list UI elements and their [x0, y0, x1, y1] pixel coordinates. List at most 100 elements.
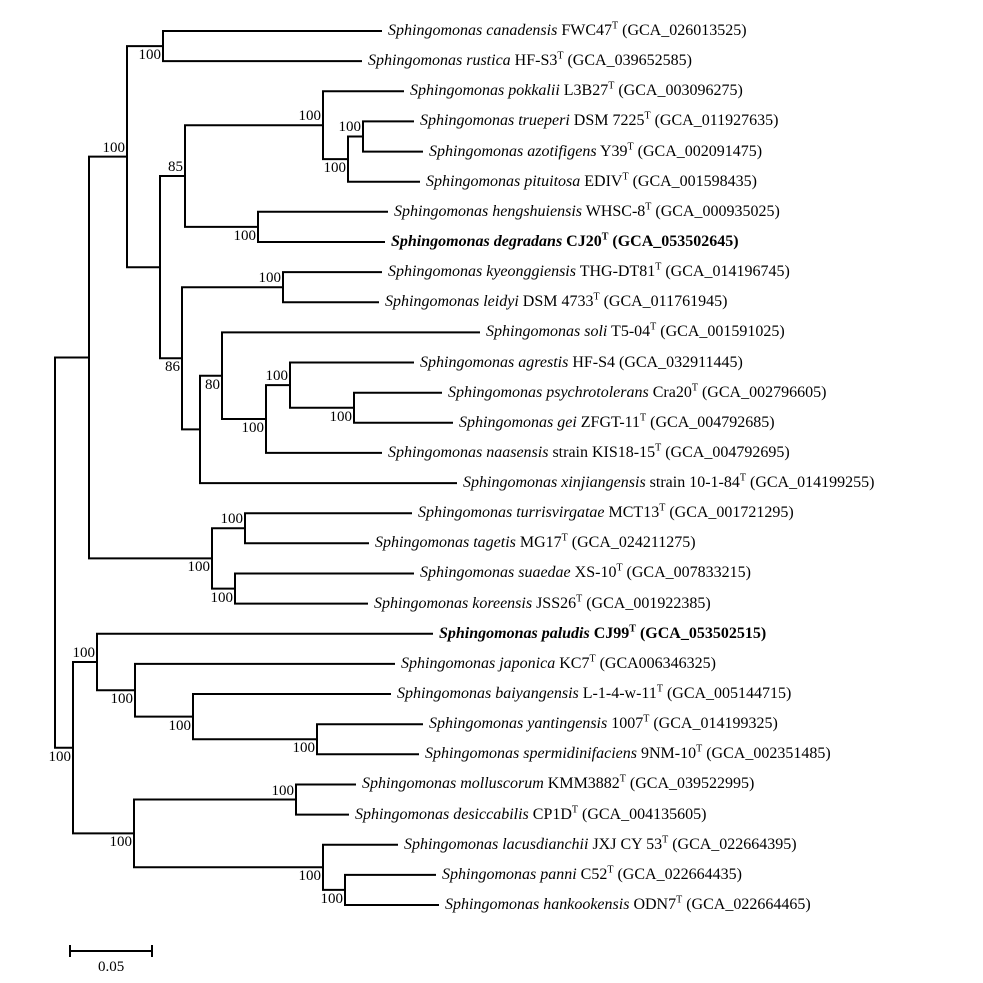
- type-strain-superscript: T: [622, 171, 629, 183]
- type-strain-superscript: T: [593, 291, 600, 303]
- scale-bar-label: 0.05: [98, 959, 125, 975]
- bootstrap-value: 100: [338, 119, 362, 136]
- accession-number: (GCA_022664395): [668, 835, 797, 853]
- species-name: Sphingomonas hengshuiensis: [394, 202, 582, 220]
- bootstrap-value: 80: [205, 376, 220, 393]
- taxon-label: Sphingomonas desiccabilis CP1DT (GCA_004…: [355, 804, 707, 823]
- accession-number: (GCA_011927635): [650, 112, 779, 130]
- species-name: Sphingomonas molluscorum: [362, 775, 544, 793]
- taxon-label: Sphingomonas kyeonggiensis THG-DT81T (GC…: [388, 261, 790, 281]
- species-name: Sphingomonas paludis: [439, 624, 590, 642]
- taxon-label: Sphingomonas koreensis JSS26T (GCA_00192…: [374, 593, 711, 612]
- species-name: Sphingomonas xinjiangensis: [463, 474, 646, 492]
- taxon-label: Sphingomonas agrestis HF-S4 (GCA_0329114…: [420, 353, 743, 371]
- type-strain-superscript: T: [650, 322, 657, 334]
- bootstrap-value: 100: [292, 740, 316, 757]
- type-strain-superscript: T: [739, 472, 746, 484]
- type-strain-superscript: T: [643, 713, 650, 725]
- species-name: Sphingomonas azotifigens: [429, 142, 597, 160]
- bootstrap-value: 100: [241, 420, 265, 437]
- accession-number: (GCA_014199255): [745, 474, 875, 492]
- type-strain-superscript: T: [640, 412, 647, 424]
- type-strain-superscript: T: [655, 261, 662, 273]
- type-strain-superscript: T: [571, 804, 578, 816]
- taxon-label: Sphingomonas pituitosa EDIVT (GCA_001598…: [426, 171, 757, 190]
- species-name: Sphingomonas leidyi: [385, 293, 519, 311]
- accession-number: (GCA_001598435): [628, 172, 757, 190]
- bootstrap-value: 100: [168, 717, 192, 734]
- bootstrap-value: 100: [320, 890, 344, 907]
- taxon-label: Sphingomonas leidyi DSM 4733T (GCA_01176…: [385, 291, 728, 311]
- species-name: Sphingomonas soli: [486, 323, 608, 341]
- species-name: Sphingomonas lacusdianchii: [404, 835, 589, 853]
- accession-number: (GCA_053502645): [608, 232, 739, 250]
- type-strain-superscript: T: [629, 623, 636, 635]
- type-strain-superscript: T: [616, 563, 623, 575]
- accession-number: (GCA_004792685): [646, 413, 775, 431]
- species-name: Sphingomonas turrisvirgatae: [418, 504, 605, 522]
- taxon-label: Sphingomonas hankookensis ODN7T (GCA_022…: [445, 894, 811, 913]
- taxon-label: Sphingomonas paludis CJ99T (GCA_05350251…: [439, 623, 767, 642]
- bootstrap-value: 100: [109, 834, 133, 851]
- taxon-label: Sphingomonas xinjiangensis strain 10-1-8…: [463, 472, 875, 492]
- type-strain-superscript: T: [645, 201, 652, 213]
- taxon-label: Sphingomonas hengshuiensis WHSC-8T (GCA_…: [394, 201, 780, 220]
- taxon-label: Sphingomonas rustica HF-S3T (GCA_0396525…: [368, 50, 692, 70]
- bootstrap-value: 85: [168, 159, 183, 176]
- accession-number: (GCA_022664465): [682, 896, 811, 913]
- bootstrap-value: 100: [102, 139, 126, 156]
- accession-number: (GCA_039652585): [563, 52, 692, 70]
- taxon-label: Sphingomonas molluscorum KMM3882T (GCA_0…: [362, 774, 755, 793]
- type-strain-superscript: T: [557, 50, 564, 62]
- accession-number: (GCA_022664435): [613, 865, 742, 883]
- taxon-label: Sphingomonas yantingensis 1007T (GCA_014…: [429, 713, 778, 733]
- taxon-label: Sphingomonas suaedae XS-10T (GCA_0078332…: [420, 563, 751, 582]
- bootstrap-value: 100: [258, 270, 282, 287]
- bootstrap-value: 100: [271, 782, 295, 799]
- type-strain-superscript: T: [607, 864, 614, 876]
- type-strain-superscript: T: [619, 774, 626, 786]
- type-strain-superscript: T: [662, 834, 669, 846]
- taxon-label: Sphingomonas gei ZFGT-11T (GCA_004792685…: [459, 412, 775, 431]
- type-strain-superscript: T: [656, 683, 663, 695]
- accession-number: (GCA_001721295): [665, 504, 794, 522]
- taxon-label: Sphingomonas baiyangensis L-1-4-w-11T (G…: [397, 683, 792, 703]
- taxon-label: Sphingomonas pokkalii L3B27T (GCA_003096…: [410, 80, 743, 100]
- species-name: Sphingomonas yantingensis: [429, 715, 608, 733]
- species-name: Sphingomonas spermidinifaciens: [425, 745, 637, 763]
- species-name: Sphingomonas hankookensis: [445, 896, 630, 913]
- species-name: Sphingomonas agrestis: [420, 353, 569, 371]
- species-name: Sphingomonas koreensis: [374, 594, 533, 612]
- accession-number: (GCA_002796605): [697, 383, 827, 401]
- accession-number: (GCA006346325): [595, 654, 716, 672]
- type-strain-superscript: T: [659, 502, 666, 514]
- species-name: Sphingomonas suaedae: [420, 564, 571, 582]
- bootstrap-value: 100: [138, 47, 162, 64]
- type-strain-superscript: T: [655, 442, 662, 454]
- taxon-label: Sphingomonas turrisvirgatae MCT13T (GCA_…: [418, 502, 794, 522]
- species-name: Sphingomonas gei: [459, 413, 577, 431]
- bootstrap-value: 100: [298, 868, 322, 885]
- species-name: Sphingomonas naasensis: [388, 443, 549, 461]
- accession-number: (GCA_011761945): [599, 293, 728, 311]
- taxon-label: Sphingomonas naasensis strain KIS18-15T …: [388, 442, 790, 461]
- species-name: Sphingomonas desiccabilis: [355, 805, 529, 823]
- taxon-label: Sphingomonas japonica KC7T (GCA006346325…: [401, 653, 716, 672]
- species-name: Sphingomonas pituitosa: [426, 172, 581, 190]
- taxon-label: Sphingomonas canadensis FWC47T (GCA_0260…: [388, 20, 747, 39]
- accession-number: (GCA_002351485): [702, 745, 831, 763]
- accession-number: (GCA_053502515): [635, 624, 767, 642]
- taxon-label: Sphingomonas trueperi DSM 7225T (GCA_011…: [420, 111, 779, 130]
- type-strain-superscript: T: [676, 894, 683, 906]
- species-name: Sphingomonas psychrotolerans: [448, 383, 649, 401]
- accession-number: (GCA_024211275): [567, 534, 696, 552]
- species-name: Sphingomonas degradans: [391, 232, 563, 250]
- taxon-label: Sphingomonas lacusdianchii JXJ CY 53T (G…: [404, 834, 797, 853]
- bootstrap-value: 100: [323, 160, 347, 177]
- taxon-label: Sphingomonas tagetis MG17T (GCA_02421127…: [375, 533, 696, 552]
- accession-number: (GCA_007833215): [622, 564, 751, 582]
- type-strain-superscript: T: [601, 231, 609, 243]
- taxon-label: Sphingomonas panni C52T (GCA_022664435): [442, 864, 742, 883]
- bootstrap-value: 100: [48, 748, 72, 765]
